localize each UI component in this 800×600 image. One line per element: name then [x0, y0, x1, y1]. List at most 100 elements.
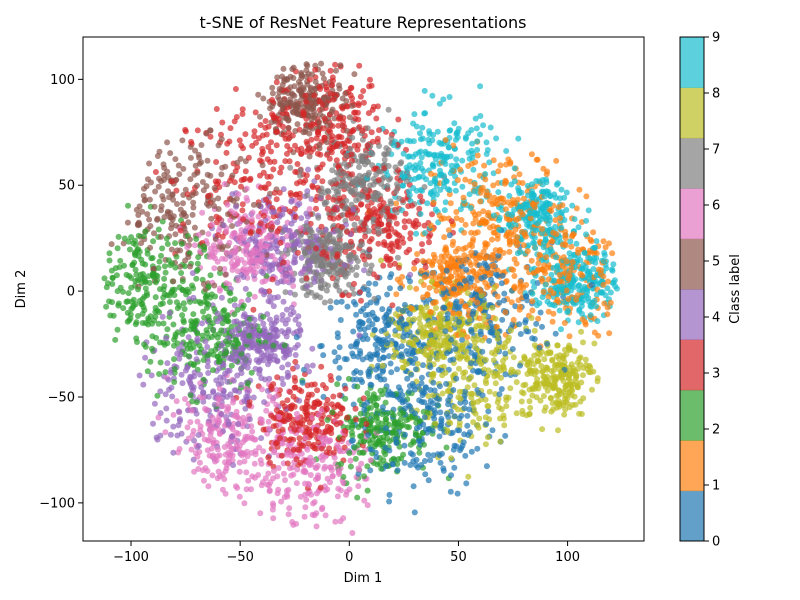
- scatter-point: [604, 285, 611, 292]
- scatter-point: [314, 150, 321, 157]
- scatter-point: [343, 163, 350, 170]
- scatter-point: [305, 490, 312, 497]
- scatter-point: [445, 227, 452, 234]
- scatter-point: [155, 183, 162, 190]
- scatter-point: [218, 327, 225, 334]
- scatter-point: [380, 354, 387, 361]
- scatter-point: [367, 457, 374, 464]
- scatter-point: [200, 398, 207, 405]
- scatter-point: [590, 229, 597, 236]
- scatter-point: [278, 164, 285, 171]
- scatter-point: [375, 229, 382, 236]
- scatter-point: [490, 170, 497, 177]
- scatter-point: [476, 305, 483, 312]
- scatter-point: [294, 363, 300, 370]
- scatter-point: [353, 416, 359, 423]
- scatter-point: [152, 169, 159, 175]
- scatter-point: [236, 493, 243, 500]
- scatter-point: [121, 262, 127, 269]
- scatter-point: [477, 131, 483, 138]
- scatter-point: [161, 341, 168, 348]
- scatter-point: [353, 311, 360, 318]
- scatter-point: [356, 466, 363, 473]
- scatter-point: [361, 402, 368, 409]
- scatter-point: [438, 264, 444, 271]
- scatter-point: [192, 162, 199, 169]
- scatter-point: [126, 246, 133, 253]
- scatter-point: [114, 245, 121, 252]
- scatter-point: [249, 142, 256, 149]
- scatter-point: [260, 95, 267, 102]
- scatter-point: [520, 195, 527, 202]
- scatter-point: [128, 234, 135, 241]
- scatter-point: [297, 172, 304, 179]
- scatter-point: [422, 230, 428, 236]
- scatter-point: [387, 262, 394, 269]
- scatter-point: [533, 178, 540, 184]
- scatter-point: [458, 217, 465, 223]
- scatter-point: [517, 283, 524, 290]
- scatter-point: [193, 275, 200, 282]
- scatter-point: [517, 362, 523, 369]
- scatter-point: [324, 417, 331, 423]
- scatter-point: [472, 115, 479, 122]
- scatter-point: [307, 472, 314, 478]
- scatter-point: [312, 197, 319, 204]
- scatter-point: [406, 388, 412, 395]
- scatter-point: [280, 132, 287, 138]
- scatter-point: [425, 136, 432, 143]
- scatter-point: [511, 178, 518, 185]
- scatter-point: [230, 462, 237, 469]
- scatter-point: [191, 373, 198, 380]
- scatter-point: [522, 319, 529, 326]
- scatter-point: [407, 235, 414, 242]
- scatter-point: [152, 188, 159, 195]
- scatter-point: [490, 262, 497, 269]
- scatter-point: [437, 153, 444, 160]
- scatter-point: [151, 203, 158, 210]
- scatter-point: [503, 148, 510, 154]
- scatter-point: [398, 315, 405, 322]
- scatter-point: [236, 459, 243, 466]
- scatter-point: [269, 252, 276, 259]
- scatter-point: [164, 139, 171, 146]
- scatter-point: [150, 238, 157, 245]
- scatter-point: [387, 274, 394, 281]
- scatter-point: [285, 361, 291, 368]
- scatter-point: [342, 243, 349, 250]
- scatter-point: [337, 447, 344, 454]
- scatter-point: [445, 144, 452, 151]
- scatter-point: [318, 276, 325, 283]
- scatter-point: [491, 284, 498, 291]
- scatter-point: [187, 392, 194, 399]
- scatter-point: [468, 448, 475, 455]
- scatter-point: [410, 120, 417, 127]
- scatter-point: [446, 94, 453, 100]
- scatter-point: [480, 370, 487, 377]
- scatter-point: [222, 451, 229, 458]
- scatter-point: [380, 262, 387, 269]
- scatter-point: [416, 449, 423, 456]
- scatter-point: [258, 435, 265, 442]
- scatter-point: [144, 211, 151, 218]
- scatter-point: [517, 288, 524, 295]
- scatter-point: [347, 463, 354, 470]
- scatter-point: [129, 261, 136, 268]
- scatter-point: [182, 396, 188, 402]
- scatter-point: [255, 213, 262, 220]
- scatter-point: [108, 267, 115, 274]
- scatter-point: [287, 164, 294, 171]
- scatter-point: [155, 265, 162, 271]
- scatter-point: [367, 299, 374, 306]
- scatter-point: [490, 357, 497, 364]
- scatter-point: [288, 421, 295, 428]
- scatter-point: [256, 327, 263, 334]
- scatter-point: [204, 437, 211, 444]
- scatter-point: [351, 221, 358, 228]
- scatter-point: [109, 299, 115, 306]
- scatter-point: [419, 241, 425, 248]
- scatter-point: [318, 363, 325, 370]
- scatter-point: [154, 215, 161, 222]
- scatter-point: [350, 290, 357, 297]
